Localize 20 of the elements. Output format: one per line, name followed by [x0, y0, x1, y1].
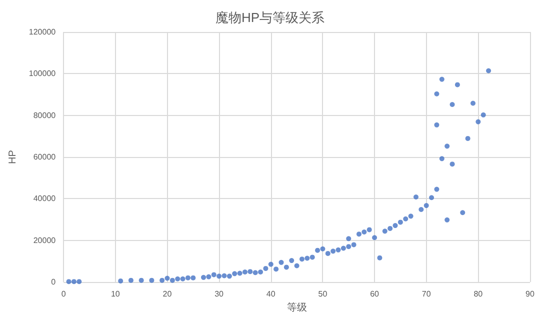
- x-tick-label: 80: [474, 290, 484, 298]
- x-tick-label: 10: [110, 290, 120, 298]
- x-tick-label: 30: [214, 290, 224, 298]
- chart-title: 魔物HP与等级关系: [215, 10, 325, 25]
- y-tick-label: 120000: [28, 28, 56, 36]
- x-tick-label: 60: [370, 290, 380, 298]
- y-axis-title: HP: [8, 150, 18, 164]
- y-tick-label: 100000: [28, 69, 56, 78]
- y-tick-label: 80000: [33, 110, 56, 120]
- x-tick-label: 20: [162, 290, 172, 298]
- x-axis-title: 等级: [286, 301, 307, 314]
- x-tick-label: 50: [318, 290, 328, 298]
- y-tick-label: 0: [51, 278, 56, 286]
- y-tick-label: 40000: [33, 194, 56, 204]
- x-tick-label: 90: [526, 290, 535, 298]
- x-tick-label: 70: [422, 290, 432, 298]
- y-tick-label: 60000: [33, 152, 56, 162]
- x-tick-label: 40: [266, 290, 276, 298]
- y-tick-label: 20000: [33, 236, 56, 245]
- x-tick-label: 0: [61, 290, 66, 298]
